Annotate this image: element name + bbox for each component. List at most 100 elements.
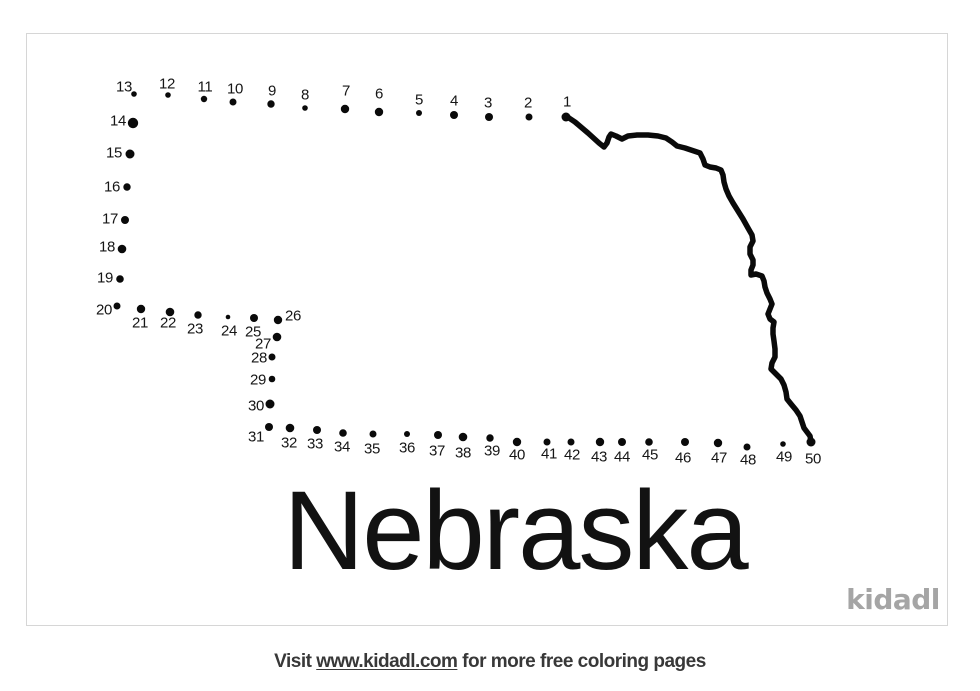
dot-label-34: 34: [333, 438, 351, 456]
dot-label-22: 22: [159, 314, 177, 332]
dot-label-2: 2: [523, 94, 533, 112]
dot-label-27: 27: [254, 335, 272, 353]
dot-label-21: 21: [131, 314, 149, 332]
dot-13: [131, 91, 137, 97]
dot-20: [113, 302, 121, 310]
kidadl-logo: kidadl: [846, 583, 940, 616]
dot-label-19: 19: [96, 269, 114, 287]
footer-link[interactable]: www.kidadl.com: [316, 651, 458, 672]
dot-label-37: 37: [428, 442, 446, 460]
dot-47: [713, 438, 723, 448]
dot-12: [165, 92, 171, 98]
dots-layer: [113, 91, 816, 451]
dot-label-15: 15: [105, 144, 123, 162]
dot-label-47: 47: [710, 449, 728, 467]
dot-label-38: 38: [454, 444, 472, 462]
dot-label-25: 25: [244, 323, 262, 341]
dot-15: [125, 149, 135, 159]
dot-38: [458, 432, 468, 442]
dot-label-29: 29: [249, 371, 267, 389]
dot-24: [225, 314, 231, 320]
dot-label-8: 8: [300, 86, 310, 104]
dot-18: [117, 244, 127, 254]
dot-label-23: 23: [186, 320, 204, 338]
dot-41: [543, 438, 551, 446]
dot-5: [416, 110, 422, 116]
dot-label-50: 50: [804, 450, 822, 468]
dot-label-13: 13: [115, 78, 133, 96]
dot-21: [136, 304, 146, 314]
dot-label-40: 40: [508, 446, 526, 464]
dot-45: [645, 438, 653, 446]
footer-text-suffix: for more free coloring pages: [457, 651, 706, 672]
dot-label-10: 10: [226, 80, 244, 98]
dot-label-26: 26: [284, 307, 302, 325]
dot-label-7: 7: [341, 82, 351, 100]
dot-10: [229, 98, 237, 106]
dot-23: [194, 311, 202, 319]
dot-label-24: 24: [220, 322, 238, 340]
dot-22: [165, 307, 175, 317]
dot-28: [268, 353, 276, 361]
dot-33: [313, 426, 321, 434]
dot-9: [267, 100, 275, 108]
dot-label-4: 4: [449, 92, 459, 110]
dot-label-5: 5: [414, 91, 424, 109]
dot-8: [302, 105, 308, 111]
dot-label-11: 11: [197, 78, 213, 96]
dot-label-20: 20: [95, 301, 113, 319]
dot-39: [486, 434, 494, 442]
dot-6: [374, 107, 384, 117]
dot-19: [116, 275, 124, 283]
dot-7: [340, 104, 350, 114]
dot-32: [285, 423, 295, 433]
dot-29: [268, 375, 276, 383]
state-border-river-line: [563, 113, 814, 445]
dot-37: [434, 431, 442, 439]
dot-label-14: 14: [109, 112, 127, 130]
dot-label-49: 49: [775, 448, 793, 466]
dot-label-39: 39: [483, 442, 501, 460]
dot-label-32: 32: [280, 434, 298, 452]
dot-36: [404, 431, 410, 437]
dot-11: [200, 95, 208, 103]
dot-label-3: 3: [483, 94, 493, 112]
dot-50: [806, 437, 816, 447]
dot-label-33: 33: [306, 435, 324, 453]
dot-27: [272, 332, 282, 342]
dot-44: [618, 438, 626, 446]
dot-48: [743, 443, 751, 451]
dot-label-44: 44: [613, 448, 631, 466]
dot-25: [250, 314, 258, 322]
dot-label-16: 16: [103, 178, 121, 196]
dot-label-12: 12: [158, 75, 176, 93]
dot-label-35: 35: [363, 440, 381, 458]
dot-14: [127, 117, 139, 129]
dot-30: [265, 399, 275, 409]
dot-label-42: 42: [563, 446, 581, 464]
dot-label-1: 1: [562, 93, 572, 111]
dot-label-31: 31: [247, 428, 265, 446]
page-title: Nebraska: [283, 468, 748, 593]
dot-31: [265, 423, 273, 431]
dot-label-9: 9: [267, 82, 277, 100]
dot-label-28: 28: [250, 349, 268, 367]
dot-4: [450, 111, 458, 119]
dot-49: [780, 441, 786, 447]
dot-label-45: 45: [641, 446, 659, 464]
dot-17: [121, 216, 129, 224]
dot-34: [339, 429, 347, 437]
dot-label-17: 17: [101, 210, 119, 228]
dot-26: [273, 315, 283, 325]
footer-text-prefix: Visit: [274, 651, 317, 672]
dot-42: [567, 438, 575, 446]
dot-35: [369, 430, 377, 438]
dot-43: [595, 437, 605, 447]
dot-label-43: 43: [590, 448, 608, 466]
footer-note: Visit www.kidadl.com for more free color…: [0, 651, 980, 673]
dot-1: [561, 112, 571, 122]
page-border-frame: [26, 33, 948, 626]
dot-label-41: 41: [540, 445, 558, 463]
dot-16: [123, 183, 131, 191]
